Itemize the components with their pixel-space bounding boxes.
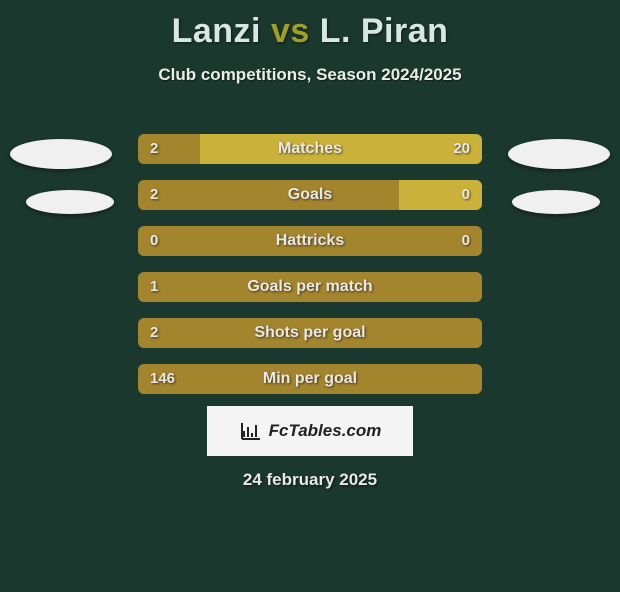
right-bar (200, 134, 482, 164)
comparison-title: Lanzi vs L. Piran (0, 12, 620, 51)
player2-avatar-top (508, 139, 610, 169)
player2-name: L. Piran (320, 12, 449, 50)
chart-area: 220Matches 20Goals 00Hattricks 1Goals per m… (0, 134, 620, 410)
fctables-logo: FcTables.com (207, 406, 413, 456)
left-bar (138, 134, 200, 164)
logo-text: FcTables.com (269, 421, 382, 441)
left-bar (138, 364, 482, 394)
player1-name: Lanzi (172, 12, 261, 50)
left-bar (138, 318, 482, 348)
stat-row: 220Matches (138, 134, 482, 164)
stat-rows-container: 220Matches 20Goals 00Hattricks 1Goals per m… (0, 134, 620, 394)
player2-avatar-mid (512, 190, 600, 214)
vs-text: vs (271, 12, 310, 50)
left-bar (138, 272, 482, 302)
subtitle: Club competitions, Season 2024/2025 (0, 65, 620, 85)
player1-avatar-mid (26, 190, 114, 214)
stat-row: 20Goals (138, 180, 482, 210)
stat-row: 00Hattricks (138, 226, 482, 256)
left-bar (138, 180, 399, 210)
right-bar (399, 180, 482, 210)
snapshot-date: 24 february 2025 (0, 470, 620, 490)
stat-row: 2Shots per goal (138, 318, 482, 348)
player1-avatar-top (10, 139, 112, 169)
stat-row: 146Min per goal (138, 364, 482, 394)
stat-row: 1Goals per match (138, 272, 482, 302)
logo-chart-icon (239, 419, 263, 443)
left-bar (138, 226, 482, 256)
